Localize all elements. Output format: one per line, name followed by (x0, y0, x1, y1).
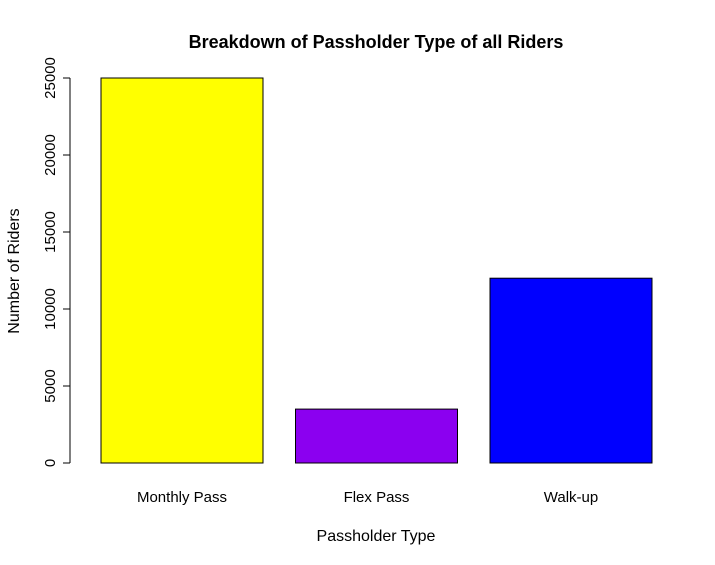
bar (100, 77, 264, 464)
y-tick-label: 20000 (42, 134, 59, 176)
x-tick-label: Flex Pass (344, 489, 410, 506)
bar (295, 408, 458, 464)
bar (489, 277, 653, 464)
bars (100, 77, 653, 464)
y-axis: 0 5000 10000 15000 20000 25000 (42, 57, 71, 467)
x-tick-label: Monthly Pass (137, 489, 227, 506)
x-tick-label: Walk-up (544, 489, 598, 506)
y-tick-label: 15000 (42, 211, 59, 253)
category-labels: Monthly Pass Flex Pass Walk-up (137, 489, 598, 506)
y-tick-label: 0 (42, 459, 59, 467)
x-axis-label: Passholder Type (317, 528, 436, 545)
y-tick-label: 5000 (42, 369, 59, 402)
y-tick-label: 10000 (42, 288, 59, 330)
chart-title: Breakdown of Passholder Type of all Ride… (189, 32, 564, 52)
y-tick-label: 25000 (42, 57, 59, 99)
y-axis-label: Number of Riders (6, 208, 23, 333)
